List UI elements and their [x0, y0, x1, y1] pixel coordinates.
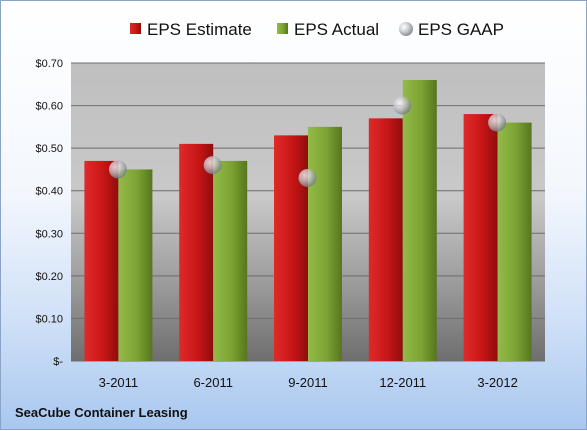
gaap-markers	[108, 96, 507, 187]
x-tick-label: 9-2011	[288, 375, 328, 390]
y-tick-label: $0.10	[35, 313, 63, 325]
marker-eps-gaap	[298, 168, 317, 187]
x-tick-label: 3-2011	[99, 375, 139, 390]
marker-eps-gaap	[393, 96, 412, 115]
legend-swatch-eps-estimate	[130, 23, 141, 34]
legend-swatch-eps-actual	[277, 23, 288, 34]
x-axis-ticks: 3-2011 6-2011 9-2011 12-2011 3-2012	[99, 375, 518, 390]
bar-eps-actual	[402, 80, 437, 362]
x-tick-label: 6-2011	[193, 375, 233, 390]
bar-eps-estimate	[179, 143, 214, 361]
bar-eps-estimate	[274, 135, 308, 361]
x-tick-label: 12-2011	[379, 375, 426, 390]
legend: EPS Estimate EPS Actual EPS GAAP	[130, 20, 504, 39]
bar-eps-estimate	[463, 114, 498, 361]
bar-eps-actual	[213, 160, 248, 361]
marker-eps-gaap	[108, 160, 127, 179]
legend-marker-eps-gaap	[399, 22, 413, 36]
bar-eps-actual	[308, 126, 342, 361]
marker-eps-gaap	[488, 113, 507, 132]
y-tick-label: $0.40	[35, 186, 63, 198]
marker-eps-gaap	[203, 156, 222, 175]
y-tick-label: $0.70	[35, 58, 63, 70]
y-tick-label: $0.50	[35, 143, 63, 155]
bar-eps-actual	[497, 122, 532, 361]
bar-eps-estimate	[368, 118, 403, 361]
legend-label-eps-gaap: EPS GAAP	[418, 20, 504, 39]
bars	[84, 80, 532, 362]
x-tick-label: 3-2012	[477, 375, 517, 390]
company-name: SeaCube Container Leasing	[15, 405, 188, 420]
legend-label-eps-actual: EPS Actual	[294, 20, 379, 39]
y-axis-ticks: $- $0.10 $0.20 $0.30 $0.40 $0.50 $0.60 $0.70	[35, 58, 63, 368]
y-tick-label: $0.60	[35, 101, 63, 113]
legend-label-eps-estimate: EPS Estimate	[147, 20, 252, 39]
bar-eps-actual	[118, 169, 153, 361]
y-tick-label: $0.20	[35, 271, 63, 283]
bar-eps-estimate	[84, 160, 119, 361]
y-tick-label: $0.30	[35, 228, 63, 240]
y-tick-label: $-	[53, 356, 63, 368]
